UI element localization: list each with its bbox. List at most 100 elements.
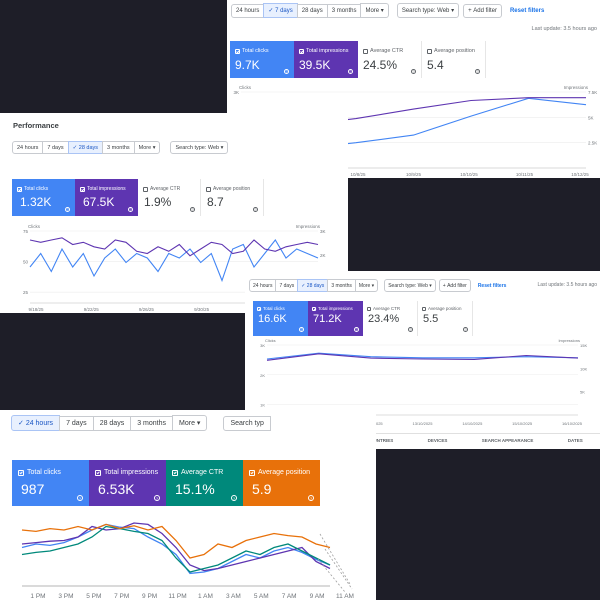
- card-average-position[interactable]: Average position 8.7 ?: [201, 179, 264, 216]
- card-value: 1.9%: [144, 195, 172, 209]
- help-icon[interactable]: ?: [475, 69, 480, 74]
- card-total-clicks[interactable]: Total clicks 16.6K ?: [253, 301, 308, 336]
- card-average-position[interactable]: Average position 5.5 ?: [418, 301, 473, 336]
- help-icon[interactable]: ?: [154, 495, 160, 501]
- help-icon[interactable]: ?: [463, 327, 468, 332]
- help-icon[interactable]: ?: [65, 207, 70, 212]
- chip-7-days[interactable]: ✓ 7 days: [263, 3, 298, 18]
- card-label: Average position: [206, 186, 250, 192]
- chip-3-months[interactable]: 3 months: [102, 141, 135, 154]
- left-axis-title: Clicks: [239, 85, 252, 90]
- card-label: Average CTR: [172, 469, 223, 476]
- add-filter-label: Add filter: [447, 282, 467, 289]
- card-average-position[interactable]: Average position 5.4 ?: [422, 41, 486, 78]
- search-type-chip[interactable]: Search type: Web ▾: [396, 3, 460, 18]
- y-tick-right: 5K: [588, 115, 594, 120]
- card-total-impressions[interactable]: Total impressions 6.53K ?: [89, 460, 166, 506]
- checkbox-checked-icon: [299, 48, 304, 54]
- x-tick-label: 14/10/2025: [462, 421, 483, 426]
- card-label: Average CTR: [367, 306, 400, 311]
- panel-28-days: Performance 24 hours 7 days ✓ 28 days 3 …: [0, 113, 348, 313]
- checkbox-checked-icon: [17, 186, 22, 192]
- chip-24-hours[interactable]: 24 hours: [249, 279, 277, 292]
- tab-search-appearance[interactable]: SEARCH APPEARANCE: [481, 438, 534, 443]
- help-icon[interactable]: ?: [299, 327, 304, 332]
- chip-7-days[interactable]: 7 days: [42, 141, 69, 154]
- chip-28-days[interactable]: ✓ 28 days: [67, 141, 104, 154]
- x-tick-label: 15/10/2025: [512, 421, 533, 426]
- chip-label: 7 days: [275, 7, 293, 14]
- help-icon[interactable]: ?: [411, 69, 416, 74]
- card-average-ctr[interactable]: Average CTR 1.9% ?: [138, 179, 201, 216]
- x-tick-label: 13/10/2025: [412, 421, 433, 426]
- card-total-impressions[interactable]: Total impressions 71.2K ?: [308, 301, 363, 336]
- card-average-ctr[interactable]: Average CTR 24.5% ?: [358, 41, 422, 78]
- card-value: 71.2K: [313, 313, 342, 325]
- add-filter-button[interactable]: + Add filter: [438, 279, 471, 292]
- card-label: Total clicks: [235, 48, 269, 54]
- card-average-ctr[interactable]: Average CTR 23.4% ?: [363, 301, 418, 336]
- add-filter-label: Add filter: [473, 7, 497, 14]
- chip-24-hours[interactable]: ✓ 24 hours: [11, 415, 61, 431]
- chip-more[interactable]: More ▾: [360, 3, 389, 18]
- reset-filters-link[interactable]: Reset filters: [477, 282, 507, 289]
- chip-more[interactable]: More ▾: [354, 279, 379, 292]
- chip-more[interactable]: More ▾: [133, 141, 161, 154]
- help-icon[interactable]: ?: [253, 207, 258, 212]
- chip-28-days[interactable]: 28 days: [296, 3, 328, 18]
- right-axis-title: Impressions: [558, 338, 580, 343]
- help-icon[interactable]: ?: [354, 327, 359, 332]
- chip-28-days[interactable]: 28 days: [92, 415, 132, 431]
- help-icon[interactable]: ?: [348, 69, 353, 74]
- search-type-chip[interactable]: Search type: Web ▾: [384, 279, 436, 292]
- chip-7-days[interactable]: 7 days: [275, 279, 299, 292]
- y-tick-left: 3K: [260, 343, 265, 348]
- chip-3-months[interactable]: 3 months: [327, 279, 356, 292]
- card-total-clicks[interactable]: Total clicks 9.7K ?: [230, 41, 294, 78]
- card-average-position[interactable]: Average position 5.9 ?: [243, 460, 320, 506]
- chip-more[interactable]: More ▾: [172, 415, 208, 431]
- help-icon[interactable]: ?: [284, 69, 289, 74]
- tab-countries[interactable]: COUNTRIES: [366, 438, 394, 443]
- chip-28-days[interactable]: ✓ 28 days: [297, 279, 329, 292]
- chip-3-months[interactable]: 3 months: [130, 415, 174, 431]
- card-total-clicks[interactable]: Total clicks 987 ?: [12, 460, 89, 506]
- y-tick-right: 2.5K: [588, 141, 597, 146]
- help-icon[interactable]: ?: [308, 495, 314, 501]
- card-total-impressions[interactable]: Total impressions 39.5K ?: [294, 41, 358, 78]
- projection-line: [319, 533, 351, 585]
- search-type-label: Search type: Web: [388, 282, 428, 289]
- help-icon[interactable]: ?: [77, 495, 83, 501]
- reset-filters-link[interactable]: Reset filters: [509, 7, 545, 14]
- card-value: 6.53K: [98, 481, 135, 497]
- card-average-ctr[interactable]: Average CTR 15.1% ?: [166, 460, 243, 506]
- chip-24-hours[interactable]: 24 hours: [231, 3, 265, 18]
- search-type-chip[interactable]: Search type: Web ▾: [170, 141, 229, 154]
- y-tick-left: 75: [23, 229, 29, 234]
- help-icon[interactable]: ?: [408, 327, 413, 332]
- search-type-label: Search type: Web: [401, 7, 450, 14]
- performance-chart-28-days-alt: ClicksImpressions3K2K1K15K10K5K10/10/202…: [260, 338, 587, 426]
- search-type-chip[interactable]: Search typ: [223, 415, 271, 431]
- card-label: Average position: [427, 48, 475, 54]
- card-total-clicks[interactable]: Total clicks 1.32K ?: [12, 179, 75, 216]
- right-axis-title: Impressions: [296, 224, 321, 229]
- chip-7-days[interactable]: 7 days: [59, 415, 94, 431]
- card-value: 9.7K: [235, 58, 260, 72]
- add-filter-button[interactable]: + Add filter: [463, 3, 502, 18]
- tab-devices[interactable]: DEVICES: [427, 438, 448, 443]
- help-icon[interactable]: ?: [128, 207, 133, 212]
- chip-3-months[interactable]: 3 months: [326, 3, 362, 18]
- tab-dates[interactable]: DATES: [567, 438, 583, 443]
- chip-24-hours[interactable]: 24 hours: [12, 141, 44, 154]
- metric-cards: Total clicks 1.32K ? Total impressions 6…: [12, 179, 264, 216]
- checkbox-checked-icon: [18, 469, 24, 476]
- x-tick-label: 9/18/25: [28, 307, 44, 312]
- x-tick-label: 5 AM: [254, 593, 269, 600]
- y-tick-left: 50: [23, 260, 29, 265]
- last-update: Last update: 3.5 hours ago: [531, 26, 597, 32]
- help-icon[interactable]: ?: [190, 207, 195, 212]
- help-icon[interactable]: ?: [231, 495, 237, 501]
- card-label: Average position: [422, 306, 461, 311]
- card-total-impressions[interactable]: Total impressions 67.5K ?: [75, 179, 138, 216]
